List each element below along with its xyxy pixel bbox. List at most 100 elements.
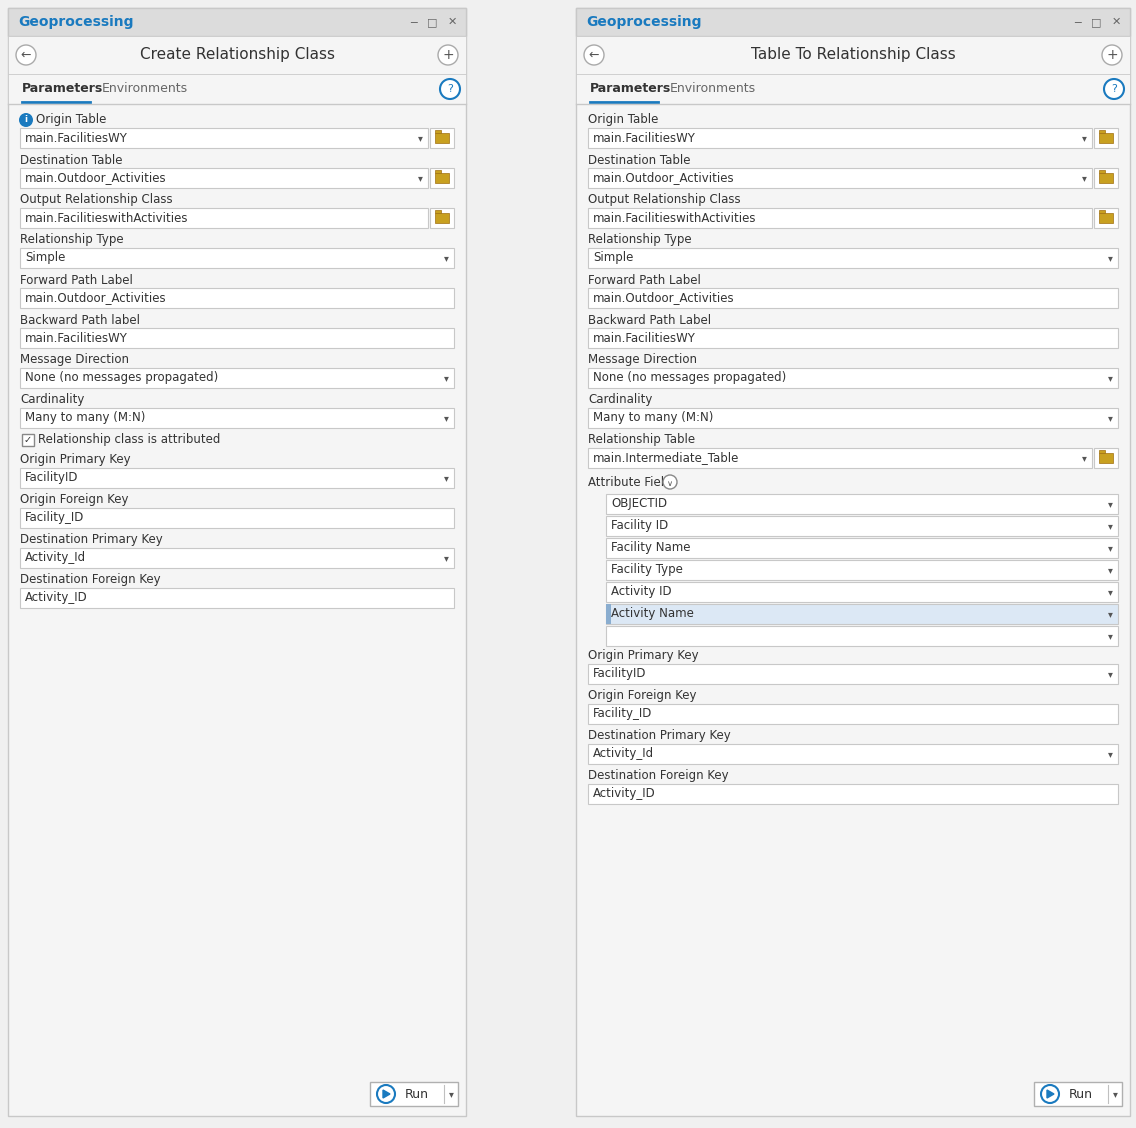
FancyBboxPatch shape (8, 74, 466, 104)
FancyBboxPatch shape (588, 784, 1118, 804)
Text: Facility ID: Facility ID (611, 520, 668, 532)
Circle shape (663, 475, 677, 490)
FancyBboxPatch shape (588, 448, 1092, 468)
Text: Activity_ID: Activity_ID (593, 787, 655, 801)
FancyBboxPatch shape (22, 434, 34, 446)
Text: +: + (442, 49, 453, 62)
Text: ▾: ▾ (1108, 565, 1112, 575)
Text: ▾: ▾ (1108, 587, 1112, 597)
FancyBboxPatch shape (20, 248, 454, 268)
Text: ✕: ✕ (448, 17, 457, 27)
FancyBboxPatch shape (8, 36, 466, 74)
FancyBboxPatch shape (1099, 173, 1113, 183)
FancyBboxPatch shape (1034, 1082, 1122, 1105)
Text: Run: Run (406, 1087, 429, 1101)
Text: ▾: ▾ (1108, 253, 1112, 263)
Text: Many to many (M:N): Many to many (M:N) (25, 412, 145, 424)
FancyBboxPatch shape (435, 130, 441, 133)
FancyBboxPatch shape (370, 1082, 458, 1105)
Circle shape (1102, 45, 1122, 65)
FancyBboxPatch shape (588, 408, 1118, 428)
FancyBboxPatch shape (576, 8, 1130, 1116)
Text: Facility_ID: Facility_ID (25, 511, 84, 525)
FancyBboxPatch shape (8, 8, 466, 1116)
Text: Origin Primary Key: Origin Primary Key (20, 453, 131, 467)
Text: Destination Table: Destination Table (20, 153, 123, 167)
FancyBboxPatch shape (588, 664, 1118, 684)
Text: None (no messages propagated): None (no messages propagated) (593, 371, 786, 385)
Text: ▾: ▾ (1108, 609, 1112, 619)
Text: Relationship Type: Relationship Type (588, 233, 692, 247)
Text: ▾: ▾ (1108, 373, 1112, 384)
Text: main.FacilitiesWY: main.FacilitiesWY (593, 132, 696, 144)
FancyBboxPatch shape (588, 744, 1118, 764)
FancyBboxPatch shape (20, 368, 454, 388)
Text: main.Outdoor_Activities: main.Outdoor_Activities (25, 291, 167, 305)
Text: Relationship class is attributed: Relationship class is attributed (37, 433, 220, 447)
FancyBboxPatch shape (20, 468, 454, 488)
Text: Geoprocessing: Geoprocessing (586, 15, 702, 29)
Polygon shape (383, 1090, 390, 1098)
FancyBboxPatch shape (576, 36, 1130, 74)
Text: Parameters: Parameters (22, 82, 103, 96)
Text: Facility Type: Facility Type (611, 564, 683, 576)
Text: □: □ (1091, 17, 1101, 27)
Circle shape (584, 45, 604, 65)
FancyBboxPatch shape (20, 328, 454, 349)
FancyBboxPatch shape (605, 559, 1118, 580)
FancyBboxPatch shape (605, 494, 1118, 514)
Text: Backward Path Label: Backward Path Label (588, 314, 711, 326)
FancyBboxPatch shape (605, 515, 1118, 536)
Text: Relationship Type: Relationship Type (20, 233, 124, 247)
FancyBboxPatch shape (605, 603, 1118, 624)
Text: Message Direction: Message Direction (588, 353, 698, 367)
Text: ─: ─ (410, 17, 417, 27)
FancyBboxPatch shape (20, 208, 428, 228)
Text: main.Outdoor_Activities: main.Outdoor_Activities (25, 171, 167, 185)
FancyBboxPatch shape (8, 8, 466, 36)
FancyBboxPatch shape (20, 508, 454, 528)
FancyBboxPatch shape (588, 168, 1092, 188)
Text: Output Relationship Class: Output Relationship Class (588, 194, 741, 206)
FancyBboxPatch shape (20, 127, 428, 148)
Circle shape (1041, 1085, 1059, 1103)
Text: Output Relationship Class: Output Relationship Class (20, 194, 173, 206)
Text: Destination Foreign Key: Destination Foreign Key (588, 769, 728, 783)
Text: Origin Primary Key: Origin Primary Key (588, 650, 699, 662)
Text: Parameters: Parameters (590, 82, 671, 96)
Text: Cardinality: Cardinality (20, 394, 84, 406)
Text: Simple: Simple (25, 252, 66, 264)
FancyBboxPatch shape (588, 368, 1118, 388)
FancyBboxPatch shape (435, 133, 449, 143)
FancyBboxPatch shape (605, 603, 611, 624)
Text: ▾: ▾ (1081, 453, 1086, 462)
Text: main.Outdoor_Activities: main.Outdoor_Activities (593, 171, 735, 185)
Text: Activity ID: Activity ID (611, 585, 671, 599)
Text: ∨: ∨ (667, 478, 673, 487)
Text: Activity_Id: Activity_Id (593, 748, 654, 760)
Text: Origin Foreign Key: Origin Foreign Key (588, 689, 696, 703)
Text: ▾: ▾ (443, 413, 449, 423)
Text: Forward Path Label: Forward Path Label (20, 273, 133, 287)
Text: ✕: ✕ (1111, 17, 1121, 27)
FancyBboxPatch shape (20, 168, 428, 188)
Text: ▾: ▾ (1112, 1089, 1118, 1099)
Text: Origin Foreign Key: Origin Foreign Key (20, 494, 128, 506)
Text: Activity_ID: Activity_ID (25, 591, 87, 605)
Text: main.FacilitiesWY: main.FacilitiesWY (25, 132, 128, 144)
Text: Destination Table: Destination Table (588, 153, 691, 167)
Text: main.FacilitieswithActivities: main.FacilitieswithActivities (593, 212, 757, 224)
Text: ▾: ▾ (418, 173, 423, 183)
FancyBboxPatch shape (588, 328, 1118, 349)
Text: ▾: ▾ (1108, 669, 1112, 679)
FancyBboxPatch shape (431, 208, 454, 228)
FancyBboxPatch shape (1099, 450, 1105, 453)
FancyBboxPatch shape (20, 288, 454, 308)
FancyBboxPatch shape (1099, 453, 1113, 462)
FancyBboxPatch shape (1094, 208, 1118, 228)
Text: ▾: ▾ (1081, 133, 1086, 143)
Text: ▾: ▾ (1108, 521, 1112, 531)
Text: main.FacilitiesWY: main.FacilitiesWY (593, 332, 696, 344)
Text: Environments: Environments (670, 82, 757, 96)
Text: FacilityID: FacilityID (25, 472, 78, 485)
